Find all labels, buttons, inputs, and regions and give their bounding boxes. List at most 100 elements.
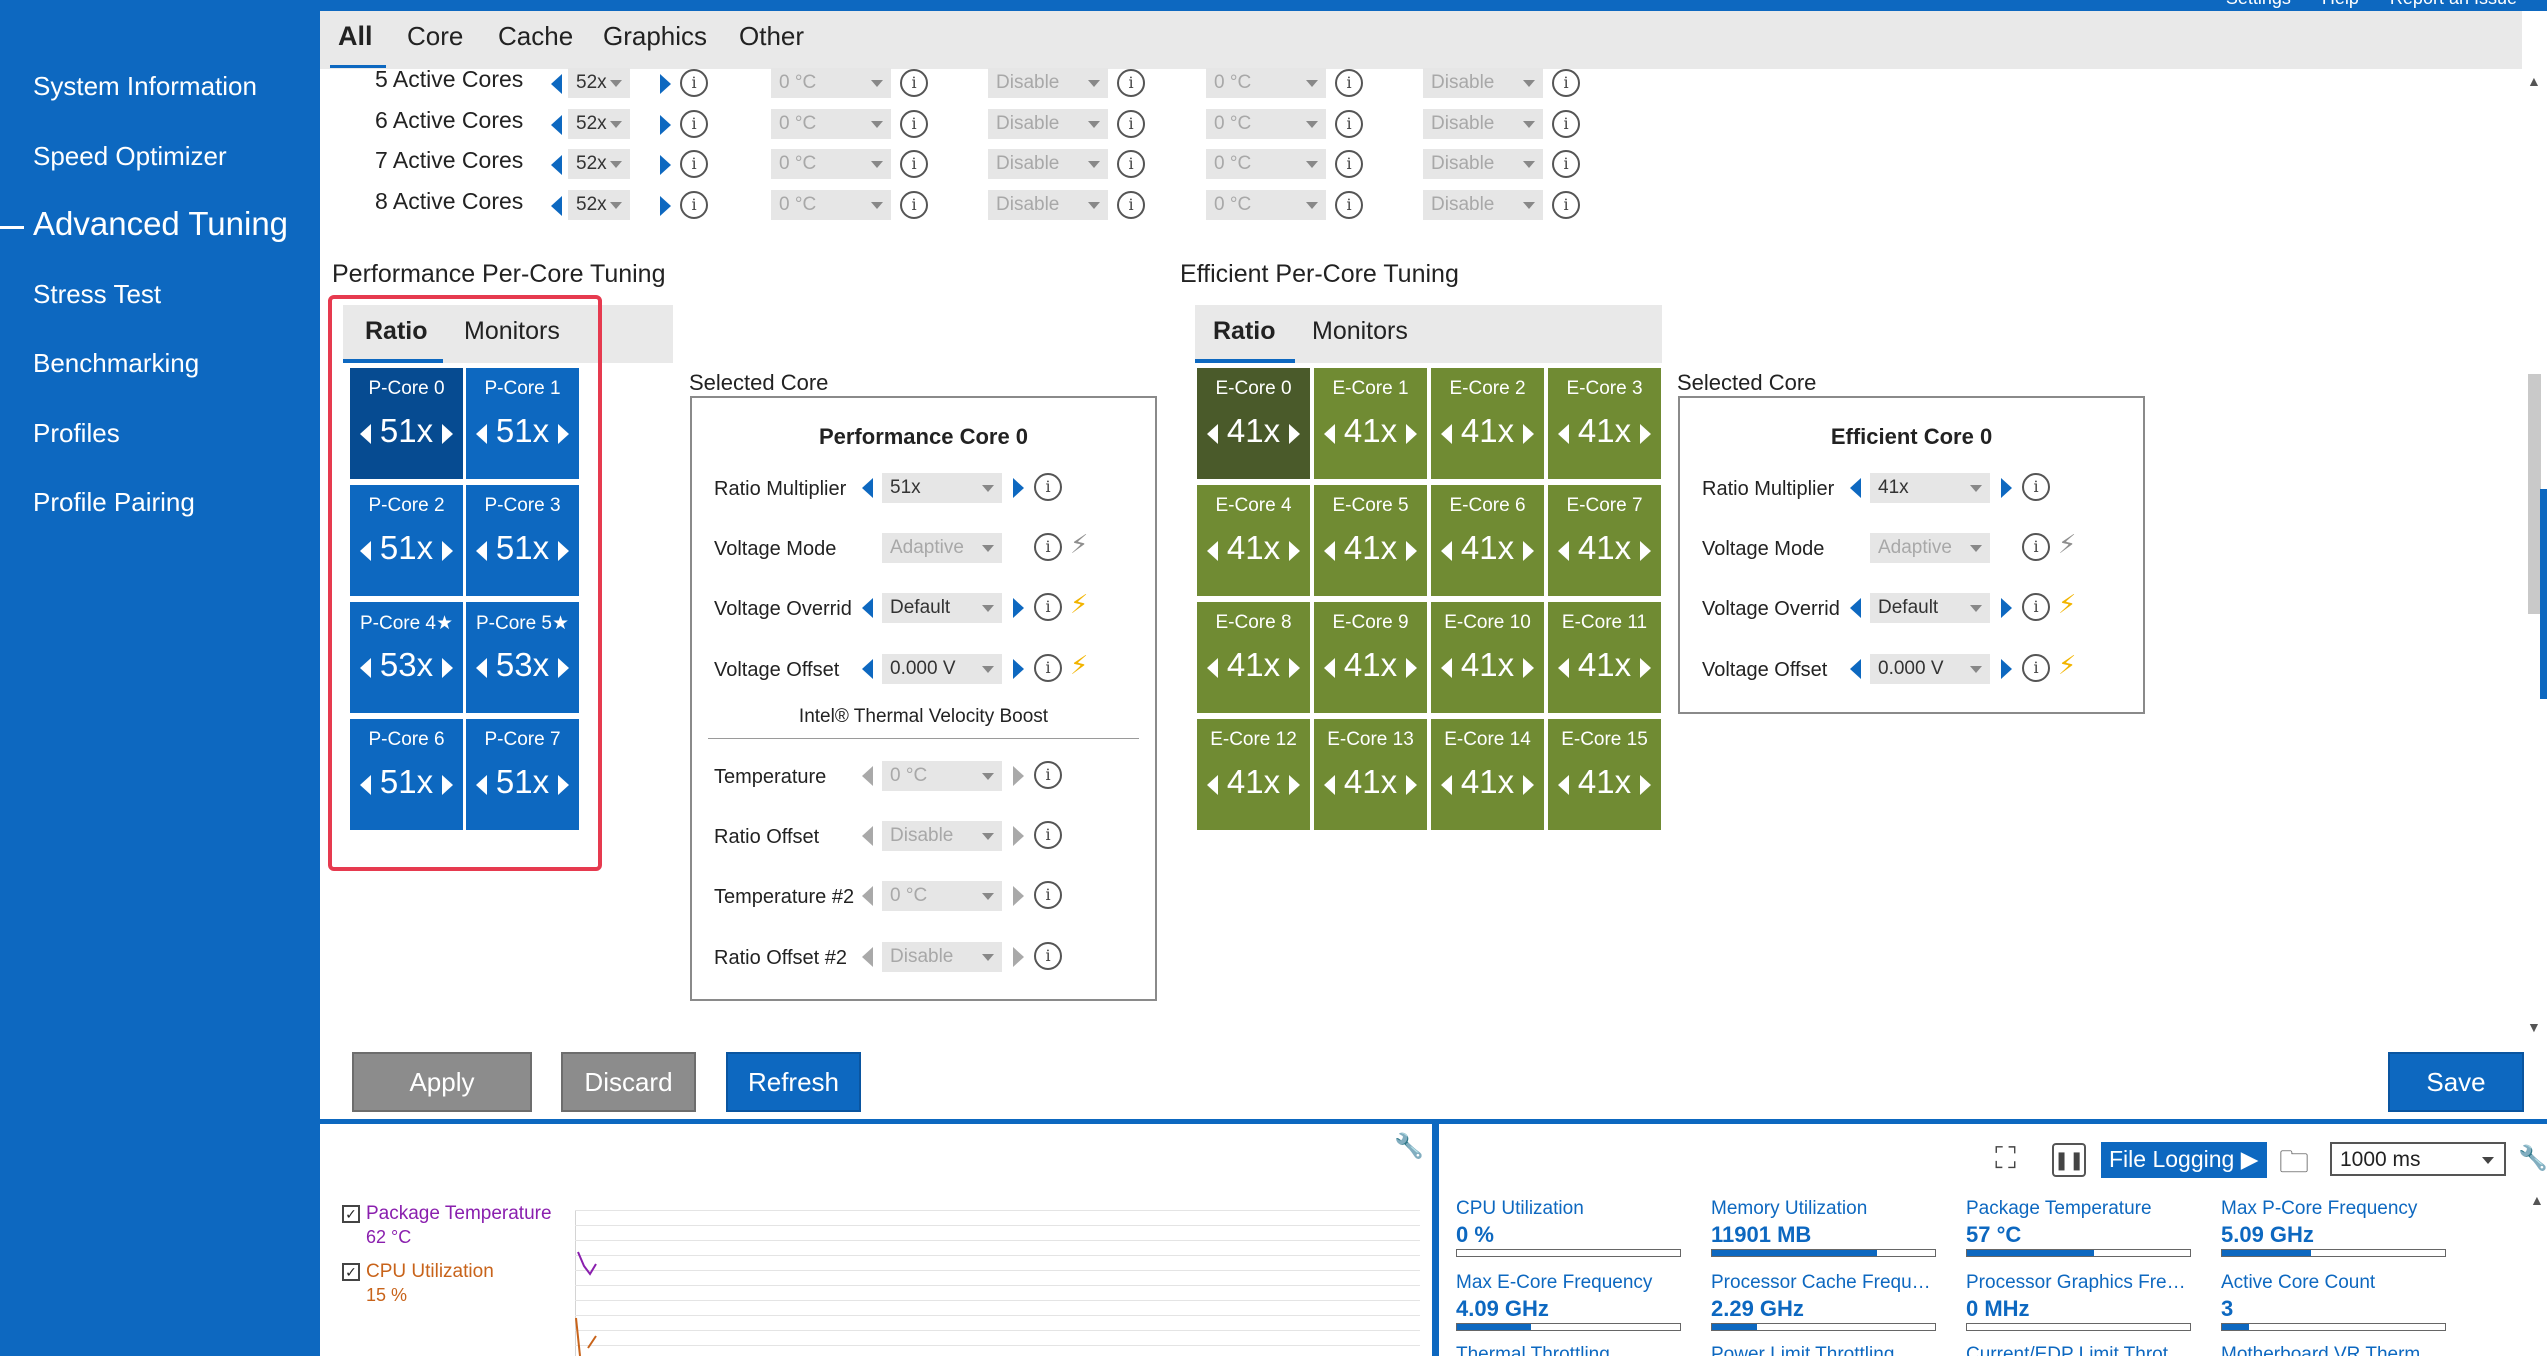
ratio-dropdown[interactable]: 52x xyxy=(568,149,630,179)
info-icon[interactable]: i xyxy=(1117,191,1145,219)
decrease-arrow-icon[interactable] xyxy=(862,598,873,618)
temperature-2-dropdown[interactable]: 0 °C xyxy=(1206,109,1326,139)
scroll-up-icon[interactable]: ▲ xyxy=(2530,1192,2544,1208)
ratio-offset-dropdown[interactable]: Disable xyxy=(988,68,1108,98)
info-icon[interactable]: i xyxy=(1552,69,1580,97)
sidebar-item-stress-test[interactable]: Stress Test xyxy=(33,279,162,309)
core-tile[interactable]: P-Core 1 51x xyxy=(466,368,579,479)
tab-ratio[interactable]: Ratio xyxy=(1213,317,1276,345)
info-icon[interactable]: i xyxy=(2022,654,2050,682)
core-tile[interactable]: E-Core 5 41x xyxy=(1314,485,1427,596)
folder-icon[interactable]: 🗀 xyxy=(2279,1146,2309,1179)
info-icon[interactable]: i xyxy=(1552,110,1580,138)
info-icon[interactable]: i xyxy=(1335,110,1363,138)
increase-arrow-icon[interactable] xyxy=(660,74,671,94)
ratio-offset-dropdown[interactable]: Disable xyxy=(988,109,1108,139)
increase-arrow-icon[interactable] xyxy=(1013,766,1024,786)
voltage-offset-dropdown[interactable]: 0.000 V xyxy=(882,654,1002,684)
core-tile[interactable]: P-Core 2 51x xyxy=(350,485,463,596)
info-icon[interactable]: i xyxy=(900,150,928,178)
decrease-arrow-icon[interactable] xyxy=(1850,659,1861,679)
ratio-dropdown[interactable]: 52x xyxy=(568,68,630,98)
apply-button[interactable]: Apply xyxy=(352,1052,532,1112)
info-icon[interactable]: i xyxy=(680,191,708,219)
wrench-icon[interactable]: 🔧 xyxy=(1394,1133,1424,1160)
scroll-up-icon[interactable]: ▲ xyxy=(2527,73,2541,89)
info-icon[interactable]: i xyxy=(1335,150,1363,178)
core-tile[interactable]: P-Core 6 51x xyxy=(350,719,463,830)
temperature-2-dropdown[interactable]: 0 °C xyxy=(1206,190,1326,220)
info-icon[interactable]: i xyxy=(1034,881,1062,909)
ratio-multiplier-dropdown[interactable]: 51x xyxy=(882,473,1002,503)
temperature-dropdown[interactable]: 0 °C xyxy=(882,761,1002,791)
ratio-offset-dropdown[interactable]: Disable xyxy=(882,821,1002,851)
info-icon[interactable]: i xyxy=(1335,69,1363,97)
core-tile[interactable]: E-Core 9 41x xyxy=(1314,602,1427,713)
voltage-offset-dropdown[interactable]: 0.000 V xyxy=(1870,654,1990,684)
core-tile[interactable]: E-Core 1 41x xyxy=(1314,368,1427,479)
increase-arrow-icon[interactable] xyxy=(1013,598,1024,618)
voltage-mode-dropdown[interactable]: Adaptive xyxy=(882,533,1002,563)
sidebar-item-system-information[interactable]: System Information xyxy=(33,71,257,101)
increase-arrow-icon[interactable] xyxy=(2001,659,2012,679)
wrench-icon[interactable]: 🔧 xyxy=(2518,1145,2547,1172)
voltage-override-dropdown[interactable]: Default xyxy=(1870,593,1990,623)
tab-monitors[interactable]: Monitors xyxy=(1312,317,1408,345)
core-tile[interactable]: P-Core 7 51x xyxy=(466,719,579,830)
increase-arrow-icon[interactable] xyxy=(660,196,671,216)
ratio-offset-2-dropdown[interactable]: Disable xyxy=(882,942,1002,972)
increase-arrow-icon[interactable] xyxy=(1013,886,1024,906)
report-issue-link[interactable]: Report an Issue xyxy=(2390,0,2517,8)
decrease-arrow-icon[interactable] xyxy=(551,115,562,135)
core-tile[interactable]: E-Core 12 41x xyxy=(1197,719,1310,830)
core-tile[interactable]: E-Core 10 41x xyxy=(1431,602,1544,713)
ratio-multiplier-dropdown[interactable]: 41x xyxy=(1870,473,1990,503)
info-icon[interactable]: i xyxy=(1117,150,1145,178)
expand-icon[interactable]: ⛶ xyxy=(1995,1142,2016,1175)
tab-ratio[interactable]: Ratio xyxy=(365,317,428,345)
sidebar-item-benchmarking[interactable]: Benchmarking xyxy=(33,348,200,378)
core-tile[interactable]: E-Core 6 41x xyxy=(1431,485,1544,596)
ratio-dropdown[interactable]: 52x xyxy=(568,109,630,139)
sidebar-item-profiles[interactable]: Profiles xyxy=(33,418,120,448)
info-icon[interactable]: i xyxy=(1034,821,1062,849)
ratio-offset-2-dropdown[interactable]: Disable xyxy=(1423,190,1543,220)
file-logging-button[interactable]: File Logging ▶ xyxy=(2101,1142,2267,1178)
ratio-offset-2-dropdown[interactable]: Disable xyxy=(1423,109,1543,139)
decrease-arrow-icon[interactable] xyxy=(862,478,873,498)
decrease-arrow-icon[interactable] xyxy=(1850,478,1861,498)
tab-cache[interactable]: Cache xyxy=(498,21,574,51)
info-icon[interactable]: i xyxy=(2022,533,2050,561)
core-tile[interactable]: E-Core 15 41x xyxy=(1548,719,1661,830)
tab-other[interactable]: Other xyxy=(739,21,805,51)
increase-arrow-icon[interactable] xyxy=(1013,947,1024,967)
decrease-arrow-icon[interactable] xyxy=(1850,598,1861,618)
core-tile[interactable]: E-Core 8 41x xyxy=(1197,602,1310,713)
checkbox[interactable]: ✓ xyxy=(342,1205,360,1223)
decrease-arrow-icon[interactable] xyxy=(862,947,873,967)
increase-arrow-icon[interactable] xyxy=(660,155,671,175)
info-icon[interactable]: i xyxy=(900,110,928,138)
core-tile[interactable]: E-Core 3 41x xyxy=(1548,368,1661,479)
info-icon[interactable]: i xyxy=(1117,110,1145,138)
pause-icon[interactable]: ❚❚ xyxy=(2052,1143,2086,1177)
info-icon[interactable]: i xyxy=(1117,69,1145,97)
decrease-arrow-icon[interactable] xyxy=(551,155,562,175)
decrease-arrow-icon[interactable] xyxy=(551,196,562,216)
info-icon[interactable]: i xyxy=(1034,761,1062,789)
scroll-thumb[interactable] xyxy=(2528,374,2541,614)
info-icon[interactable]: i xyxy=(900,69,928,97)
temperature-2-dropdown[interactable]: 0 °C xyxy=(1206,68,1326,98)
info-icon[interactable]: i xyxy=(1552,191,1580,219)
increase-arrow-icon[interactable] xyxy=(1013,478,1024,498)
voltage-override-dropdown[interactable]: Default xyxy=(882,593,1002,623)
tab-graphics[interactable]: Graphics xyxy=(603,21,708,51)
info-icon[interactable]: i xyxy=(1552,150,1580,178)
vertical-scrollbar[interactable]: ▲ ▼ xyxy=(2522,69,2547,1039)
core-tile[interactable]: E-Core 13 41x xyxy=(1314,719,1427,830)
info-icon[interactable]: i xyxy=(680,150,708,178)
ratio-offset-dropdown[interactable]: Disable xyxy=(988,149,1108,179)
decrease-arrow-icon[interactable] xyxy=(551,74,562,94)
increase-arrow-icon[interactable] xyxy=(660,115,671,135)
temperature-dropdown[interactable]: 0 °C xyxy=(771,68,891,98)
